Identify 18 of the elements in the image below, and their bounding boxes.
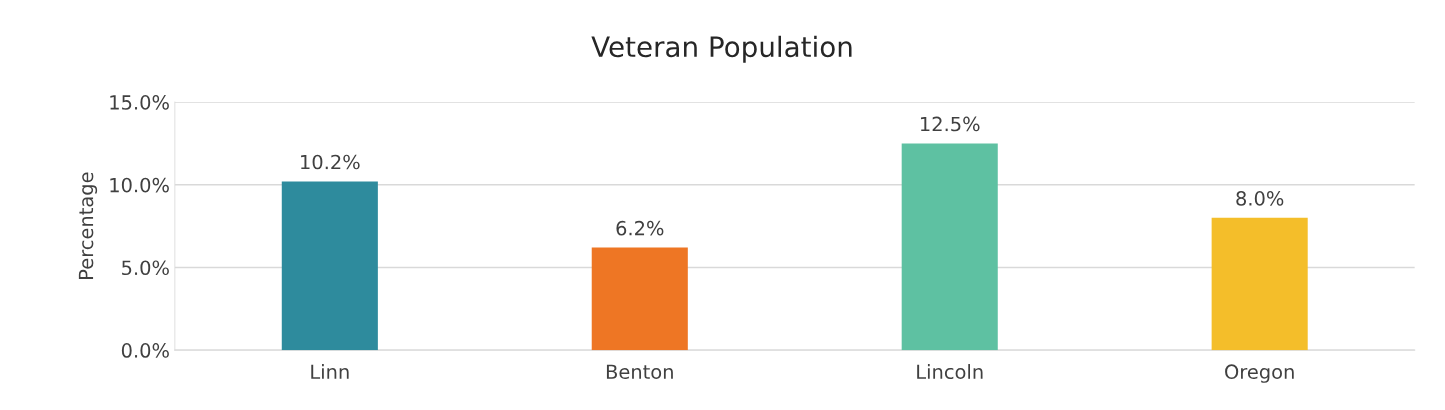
y-tick-label: 5.0%	[122, 260, 169, 276]
bar	[591, 247, 688, 351]
y-tick-label: 10.0%	[110, 177, 169, 193]
bar	[281, 181, 378, 351]
x-tick-label: Benton	[606, 364, 673, 380]
data-label: 8.0%	[1236, 191, 1284, 206]
y-tick-label: 0.0%	[121, 343, 169, 358]
y-axis-title: Percentage	[78, 172, 98, 279]
bar	[1211, 217, 1308, 351]
x-tick-label: Lincoln	[917, 364, 983, 380]
y-tick-label: 15.0%	[110, 95, 169, 110]
data-label: 12.5%	[920, 116, 980, 132]
chart-title: Veteran Population	[591, 35, 852, 63]
bar	[901, 143, 998, 351]
data-label: 6.2%	[616, 220, 664, 236]
data-label: 10.2%	[301, 154, 360, 170]
x-tick-label: Linn	[311, 364, 349, 379]
x-tick-label: Oregon	[1225, 364, 1294, 383]
